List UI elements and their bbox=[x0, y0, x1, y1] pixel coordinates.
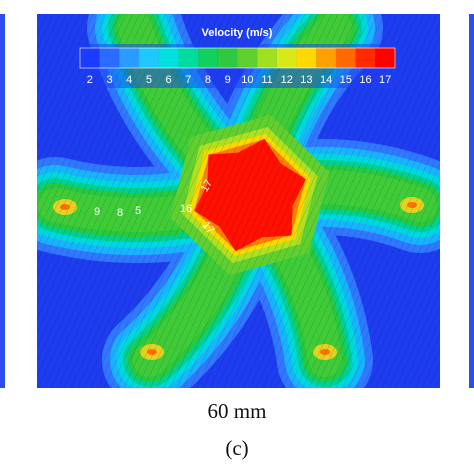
contour-label: 17 bbox=[199, 178, 216, 195]
colorbar-swatch bbox=[158, 48, 179, 68]
colorbar-tick-label: 10 bbox=[241, 74, 253, 86]
colorbar-swatch bbox=[139, 48, 159, 68]
colorbar-frame bbox=[79, 47, 396, 69]
colorbar-tick-label: 8 bbox=[205, 74, 211, 86]
contour-label: 8 bbox=[117, 207, 123, 219]
colorbar-tick-label: 2 bbox=[87, 74, 93, 86]
colorbar-tick-label: 7 bbox=[185, 74, 191, 86]
colorbar-swatch bbox=[276, 48, 297, 68]
colorbar-swatch bbox=[375, 48, 395, 68]
colorbar-swatch bbox=[335, 48, 356, 68]
panel-label: (c) bbox=[225, 436, 248, 460]
colorbar-swatch bbox=[257, 48, 277, 68]
colorbar-tick-label: 12 bbox=[281, 74, 293, 86]
colorbar-swatch bbox=[178, 48, 199, 68]
colorbar-swatch bbox=[296, 48, 317, 68]
colorbar-tick-label: 16 bbox=[359, 74, 371, 86]
colorbar-swatch bbox=[80, 48, 100, 68]
colorbar-tick-label: 3 bbox=[106, 74, 112, 86]
neighbor-panel-edge bbox=[469, 14, 474, 388]
contour-label: 5 bbox=[135, 205, 141, 217]
colorbar-swatch bbox=[237, 48, 258, 68]
colorbar-tick-label: 9 bbox=[225, 74, 231, 86]
caption: 60 mm bbox=[208, 399, 267, 423]
colorbar-title: Velocity (m/s) bbox=[202, 27, 273, 39]
contour-label: 9 bbox=[94, 206, 100, 218]
colorbar-swatch bbox=[119, 48, 140, 68]
colorbar-swatch bbox=[316, 48, 336, 68]
colorbar-tick-label: 4 bbox=[126, 74, 132, 86]
colorbar-tick-label: 11 bbox=[261, 74, 272, 86]
colorbar-tick-label: 15 bbox=[340, 74, 352, 86]
colorbar-tick-label: 6 bbox=[166, 74, 172, 86]
colorbar-tick-label: 14 bbox=[320, 74, 332, 86]
colorbar-swatch bbox=[99, 48, 120, 68]
neighbor-panel-edge bbox=[0, 14, 5, 388]
colorbar-swatch bbox=[198, 48, 218, 68]
colorbar-swatch bbox=[355, 48, 376, 68]
colorbar-tick-label: 13 bbox=[300, 74, 312, 86]
colorbar-tick-label: 5 bbox=[146, 74, 152, 86]
colorbar-tick-label: 17 bbox=[379, 74, 391, 86]
colorbar-swatch bbox=[217, 48, 238, 68]
contour-label: 16 bbox=[180, 203, 192, 215]
